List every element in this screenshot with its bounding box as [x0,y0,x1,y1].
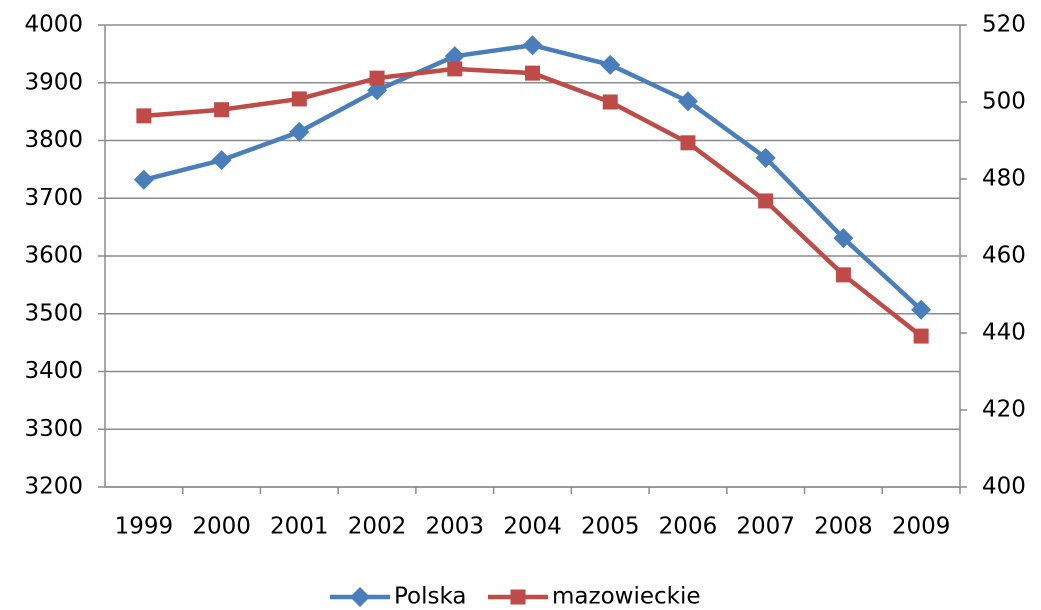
y-tick-label: 3500 [24,300,83,326]
y2-tick-label: 500 [982,89,1026,115]
legend-label: mazowieckie [552,584,701,610]
legend: Polska mazowieckie [330,584,701,610]
y2-tick-label: 480 [982,166,1026,192]
series-line [143,42,923,312]
y2-tick-label: 440 [982,320,1026,346]
point [600,54,621,75]
point [677,91,698,112]
point [522,35,543,56]
point [291,91,307,107]
point [136,108,152,124]
point [133,169,154,190]
point [833,228,854,249]
x-tick-label: 2005 [581,514,640,540]
x-tick-label: 2000 [192,514,251,540]
x-tick-label: 1999 [115,514,174,540]
y2-tick-label: 520 [982,12,1026,38]
x-tick-label: 2008 [814,514,873,540]
point [758,193,774,209]
point [913,328,929,344]
x-tick-label: 2001 [270,514,329,540]
y-tick-label: 3600 [24,243,83,269]
x-tick-label: 2002 [348,514,407,540]
point [602,94,618,110]
y-tick-label: 3800 [24,127,83,153]
y2-tick-label: 460 [982,243,1026,269]
legend-label: Polska [394,584,467,610]
x-tick-label: 2006 [659,514,718,540]
y2-tick-label: 420 [982,397,1026,423]
point [835,267,851,283]
point [369,70,385,86]
y2-tick-label: 400 [982,474,1026,500]
y-tick-label: 3400 [24,358,83,384]
point [911,299,932,320]
x-tick-label: 2003 [425,514,484,540]
legend-marker [350,587,370,607]
x-tick-label: 2004 [503,514,562,540]
series-line [143,66,923,338]
point [289,121,310,142]
legend-marker [510,589,526,605]
point [680,135,696,151]
point [755,147,776,168]
point [447,61,463,77]
y-tick-label: 3300 [24,416,83,442]
y-tick-label: 4000 [24,12,83,38]
y-tick-label: 3200 [24,474,83,500]
x-tick-label: 2009 [892,514,951,540]
y-tick-label: 3700 [24,185,83,211]
point [444,46,465,67]
point [525,65,540,81]
x-tick-label: 2007 [736,514,795,540]
point [211,150,232,171]
y-tick-label: 3900 [24,69,83,95]
point [214,102,230,118]
